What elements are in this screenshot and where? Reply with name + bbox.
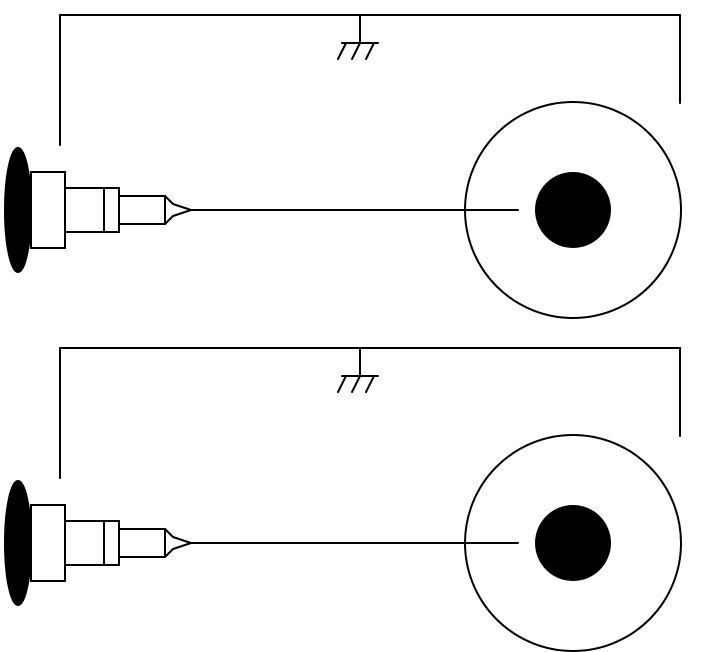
jack-tip (165, 196, 191, 224)
jack-collar (31, 505, 65, 581)
wiring-diagram (0, 0, 718, 652)
jack-sleeve (65, 188, 119, 232)
ts-jack-plug (5, 481, 191, 605)
jack-sleeve (65, 521, 119, 565)
ground-tick (338, 376, 346, 392)
rca-center-pin (535, 172, 611, 248)
jack-handle (5, 148, 31, 272)
channel-right (5, 348, 681, 651)
channel-left (5, 15, 681, 318)
ground-tick (352, 43, 360, 59)
ground-tick (338, 43, 346, 59)
jack-shaft (119, 529, 165, 557)
chassis-ground-icon (338, 15, 378, 59)
ground-tick (366, 376, 374, 392)
chassis-ground-icon (338, 348, 378, 392)
jack-tip (165, 529, 191, 557)
jack-shaft (119, 196, 165, 224)
ground-tick (366, 43, 374, 59)
jack-handle (5, 481, 31, 605)
rca-center-pin (535, 505, 611, 581)
jack-collar (31, 172, 65, 248)
ts-jack-plug (5, 148, 191, 272)
ground-tick (352, 376, 360, 392)
